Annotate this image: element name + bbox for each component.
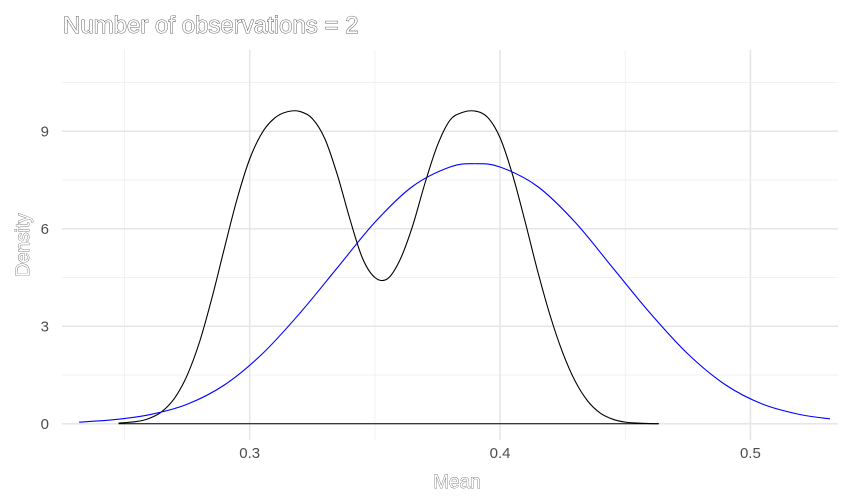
y-tick-label: 3 xyxy=(41,318,49,335)
x-axis-title: Mean xyxy=(433,472,481,493)
series-line-2 xyxy=(78,163,831,423)
chart-title: Number of observations = 2 xyxy=(63,12,359,39)
y-tick-label: 6 xyxy=(41,221,49,238)
x-tick-label: 0.3 xyxy=(239,445,260,462)
y-axis-ticks: 0 3 6 9 xyxy=(41,123,49,433)
y-axis-title: Density xyxy=(13,213,34,277)
x-axis-ticks: 0.3 0.4 0.5 xyxy=(239,445,761,462)
y-tick-label: 9 xyxy=(41,123,49,140)
y-tick-label: 0 xyxy=(41,416,49,433)
series-layer xyxy=(78,110,831,425)
x-tick-label: 0.4 xyxy=(490,445,511,462)
x-tick-label: 0.5 xyxy=(740,445,761,462)
series-line-1 xyxy=(118,110,659,425)
